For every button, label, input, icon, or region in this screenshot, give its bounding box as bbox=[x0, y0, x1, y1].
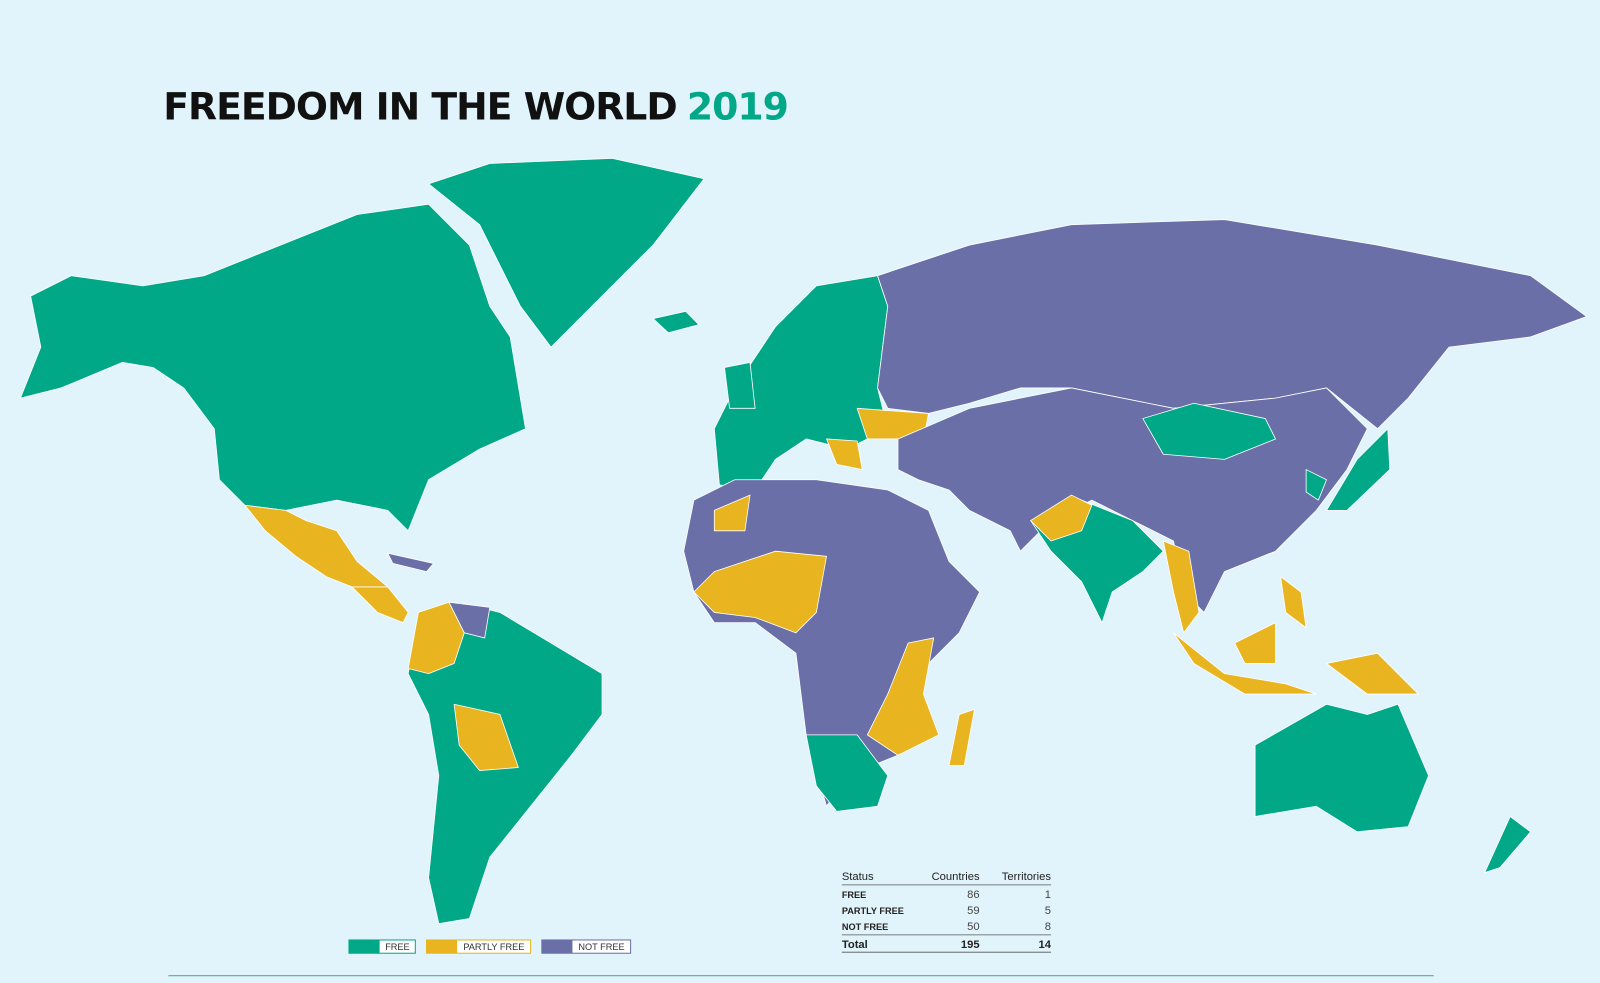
legend-swatch bbox=[541, 939, 573, 954]
morocco bbox=[713, 494, 751, 532]
table-header: Countries bbox=[932, 871, 980, 883]
pakistan bbox=[1030, 494, 1093, 542]
table-cell: 86 bbox=[967, 889, 979, 901]
australia bbox=[1254, 703, 1429, 833]
title: FREEDOM IN THE WORLD 2019 bbox=[163, 85, 788, 129]
philippines bbox=[1280, 576, 1307, 629]
east-africa bbox=[866, 637, 940, 756]
table-cell: 59 bbox=[967, 905, 979, 917]
new-guinea bbox=[1326, 652, 1419, 695]
madagascar bbox=[948, 708, 975, 766]
title-year: 2019 bbox=[687, 85, 788, 129]
japan bbox=[1326, 428, 1391, 511]
table-header: Status bbox=[842, 871, 874, 883]
bolivia bbox=[453, 703, 519, 771]
status-table: Status Countries Territories FREE 86 1 PARTLY … bbox=[842, 871, 1052, 953]
new-zealand bbox=[1484, 816, 1532, 874]
greenland bbox=[428, 157, 705, 348]
table-header: Territories bbox=[1002, 871, 1052, 883]
legend-label: PARTLY FREE bbox=[463, 942, 524, 952]
table-cell: 5 bbox=[1045, 905, 1051, 917]
row-label: NOT FREE bbox=[842, 922, 888, 932]
legend-label: FREE bbox=[385, 942, 409, 952]
table-total: 14 bbox=[1039, 939, 1052, 951]
mongolia bbox=[1142, 402, 1276, 460]
korea bbox=[1305, 469, 1327, 501]
legend-swatch bbox=[348, 939, 380, 954]
legend-swatch bbox=[426, 939, 458, 954]
west-africa bbox=[693, 550, 827, 634]
balkans bbox=[826, 438, 863, 470]
row-label: PARTLY FREE bbox=[842, 906, 904, 916]
table-cell: 50 bbox=[967, 921, 979, 933]
table-total: 195 bbox=[961, 939, 980, 951]
borneo bbox=[1234, 622, 1276, 664]
cuba bbox=[387, 552, 435, 573]
table-cell: 8 bbox=[1045, 921, 1051, 933]
iceland bbox=[652, 310, 700, 334]
legend: FREE PARTLY FREE NOT FREE bbox=[348, 939, 632, 954]
myanmar bbox=[1162, 540, 1200, 634]
world-map bbox=[20, 157, 1588, 925]
table-cell: 1 bbox=[1045, 889, 1051, 901]
north-america bbox=[20, 203, 526, 532]
legend-label: NOT FREE bbox=[578, 942, 624, 952]
central-america bbox=[351, 586, 409, 624]
southern-africa bbox=[805, 734, 889, 812]
sumatra-java bbox=[1173, 632, 1317, 695]
row-label: FREE bbox=[842, 890, 866, 900]
venezuela bbox=[448, 601, 491, 639]
table-total: Total bbox=[842, 939, 868, 951]
uk bbox=[724, 362, 756, 409]
title-main: FREEDOM IN THE WORLD bbox=[163, 85, 676, 129]
russia bbox=[877, 219, 1588, 430]
